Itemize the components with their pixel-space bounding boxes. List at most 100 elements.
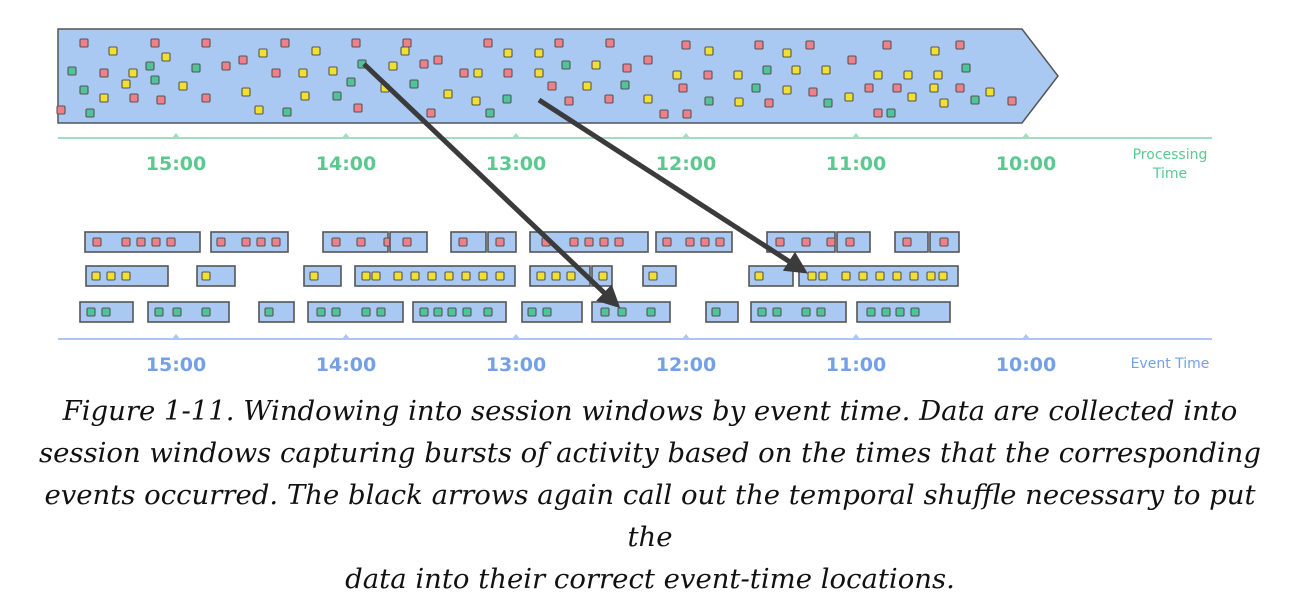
shuffle-arrow-2	[537, 97, 808, 274]
stream-event-square	[282, 107, 292, 117]
stream-event-square	[459, 68, 469, 78]
session-event-square	[216, 237, 226, 247]
stream-event-square	[805, 40, 815, 50]
session-event-square	[536, 271, 546, 281]
processing-time-tick-mark	[342, 133, 350, 138]
stream-event-square	[672, 70, 682, 80]
session-window	[748, 265, 794, 287]
stream-event-square	[955, 83, 965, 93]
session-event-square	[154, 307, 164, 317]
processing-time-tick-mark	[682, 133, 690, 138]
stream-event-square	[388, 61, 398, 71]
stream-event-square	[503, 68, 513, 78]
session-event-square	[801, 237, 811, 247]
session-event-square	[617, 307, 627, 317]
event-time-tick-label: 12:00	[656, 354, 716, 376]
session-event-square	[926, 271, 936, 281]
session-event-square	[826, 237, 836, 247]
stream-event-square	[764, 98, 774, 108]
session-event-square	[598, 271, 608, 281]
stream-event-square	[808, 87, 818, 97]
session-window	[750, 301, 847, 323]
session-event-square	[584, 237, 594, 247]
shuffle-arrow-1	[362, 62, 621, 309]
session-event-square	[757, 307, 767, 317]
stream-event-square	[400, 46, 410, 56]
event-time-axis-name: Event Time	[1131, 356, 1210, 372]
session-event-square	[816, 307, 826, 317]
session-event-square	[715, 237, 725, 247]
session-event-square	[427, 271, 437, 281]
stream-event-square	[791, 65, 801, 75]
processing-time-axis-name-2: Time	[1152, 166, 1187, 182]
processing-time-tick-mark	[512, 133, 520, 138]
stream-event-square	[754, 40, 764, 50]
session-event-square	[172, 307, 182, 317]
session-event-square	[909, 271, 919, 281]
stream-event-square	[346, 77, 356, 87]
stream-event-square	[351, 38, 361, 48]
session-event-square	[86, 307, 96, 317]
session-event-square	[902, 237, 912, 247]
stream-event-square	[201, 38, 211, 48]
stream-event-square	[67, 66, 77, 76]
session-event-square	[875, 271, 885, 281]
stream-event-square	[864, 83, 874, 93]
session-event-square	[614, 237, 624, 247]
event-time-tick-mark	[342, 334, 350, 339]
processing-time-tick-mark	[1022, 133, 1030, 138]
stream-event-square	[985, 87, 995, 97]
event-time-tick-mark	[682, 334, 690, 339]
session-event-square	[331, 307, 341, 317]
session-window	[705, 301, 739, 323]
session-event-square	[569, 237, 579, 247]
stream-event-square	[1007, 96, 1017, 106]
session-window	[642, 265, 677, 287]
session-event-square	[711, 307, 721, 317]
stream-event-square	[241, 87, 251, 97]
session-window	[303, 265, 342, 287]
session-event-square	[447, 307, 457, 317]
session-event-square	[166, 237, 176, 247]
session-event-square	[600, 307, 610, 317]
stream-event-square	[782, 85, 792, 95]
processing-time-tick-label: 12:00	[656, 153, 716, 175]
session-event-square	[939, 237, 949, 247]
session-event-square	[410, 271, 420, 281]
session-event-square	[402, 237, 412, 247]
session-event-square	[662, 237, 672, 247]
event-time-tick-label: 10:00	[996, 354, 1056, 376]
stream-event-square	[704, 96, 714, 106]
stream-event-square	[311, 46, 321, 56]
stream-event-square	[907, 92, 917, 102]
stream-event-square	[502, 94, 512, 104]
session-window	[307, 301, 404, 323]
session-event-square	[361, 271, 371, 281]
processing-time-tick-label: 15:00	[146, 153, 206, 175]
session-event-square	[542, 307, 552, 317]
session-event-square	[136, 237, 146, 247]
stream-event-square	[280, 38, 290, 48]
session-event-square	[895, 307, 905, 317]
session-event-square	[495, 237, 505, 247]
stream-event-square	[79, 85, 89, 95]
session-event-square	[754, 271, 764, 281]
stream-event-square	[620, 80, 630, 90]
caption-line-2: session windows capturing bursts of acti…	[39, 437, 1261, 469]
stream-event-square	[419, 59, 429, 69]
session-window	[412, 301, 507, 323]
stream-event-square	[503, 48, 513, 58]
session-event-square	[892, 271, 902, 281]
event-time-tick-label: 14:00	[316, 354, 376, 376]
session-event-square	[646, 307, 656, 317]
session-event-square	[772, 307, 782, 317]
processing-time-tick-mark	[852, 133, 860, 138]
stream-event-square	[99, 93, 109, 103]
stream-event-square	[221, 61, 231, 71]
stream-event-square	[643, 55, 653, 65]
stream-event-square	[681, 40, 691, 50]
stream-event-square	[939, 98, 949, 108]
stream-event-square	[473, 68, 483, 78]
stream-event-square	[129, 93, 139, 103]
session-event-square	[331, 237, 341, 247]
